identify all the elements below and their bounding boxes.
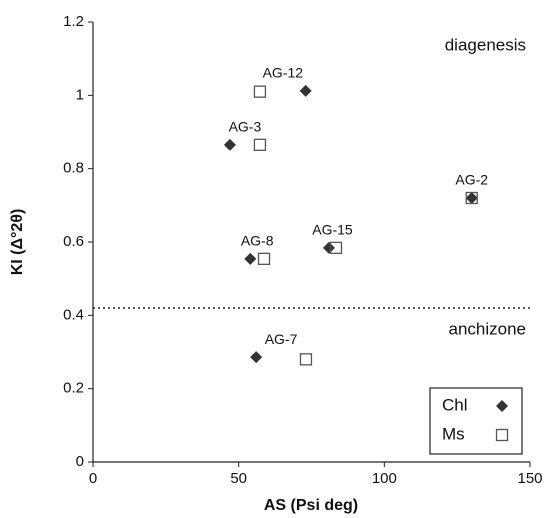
point bbox=[223, 138, 236, 151]
y-tick-label: 0.8 bbox=[63, 160, 84, 177]
point bbox=[250, 351, 263, 364]
x-tick-label: 0 bbox=[89, 470, 97, 487]
point bbox=[257, 252, 271, 266]
point bbox=[322, 241, 335, 254]
point bbox=[465, 191, 478, 205]
point-label: AG-3 bbox=[229, 119, 262, 135]
point bbox=[329, 241, 343, 255]
point bbox=[253, 85, 267, 98]
region-label: anchizone bbox=[448, 319, 526, 338]
point bbox=[299, 353, 313, 366]
y-tick-label: 1 bbox=[76, 86, 84, 103]
x-tick-label: 100 bbox=[372, 470, 397, 487]
legend-marker bbox=[495, 428, 509, 442]
x-tick-label: 50 bbox=[230, 470, 247, 487]
y-tick-label: 0.2 bbox=[63, 380, 84, 397]
region-label: diagenesis bbox=[445, 35, 526, 54]
point-label: AG-15 bbox=[312, 222, 353, 238]
point bbox=[465, 192, 478, 204]
y-tick-label: 0 bbox=[76, 453, 84, 470]
point-label: AG-7 bbox=[265, 331, 298, 347]
y-tick-label: 0.4 bbox=[63, 306, 84, 323]
x-tick-label: 150 bbox=[517, 470, 542, 487]
point bbox=[244, 252, 257, 265]
y-tick-label: 1.2 bbox=[63, 13, 84, 30]
y-axis-title: KI (Δ°2θ) bbox=[9, 209, 26, 276]
legend-box bbox=[429, 387, 523, 455]
legend-label: Ms bbox=[442, 424, 465, 443]
point bbox=[253, 138, 267, 151]
legend-label: Chl bbox=[442, 395, 468, 414]
y-tick-label: 0.6 bbox=[63, 233, 84, 250]
point bbox=[299, 84, 312, 97]
legend-marker bbox=[496, 400, 508, 412]
point-label: AG-2 bbox=[455, 172, 488, 188]
x-axis-title: AS (Psi deg) bbox=[264, 497, 358, 514]
point-label: AG-8 bbox=[241, 233, 274, 249]
point-label: AG-12 bbox=[263, 65, 304, 81]
